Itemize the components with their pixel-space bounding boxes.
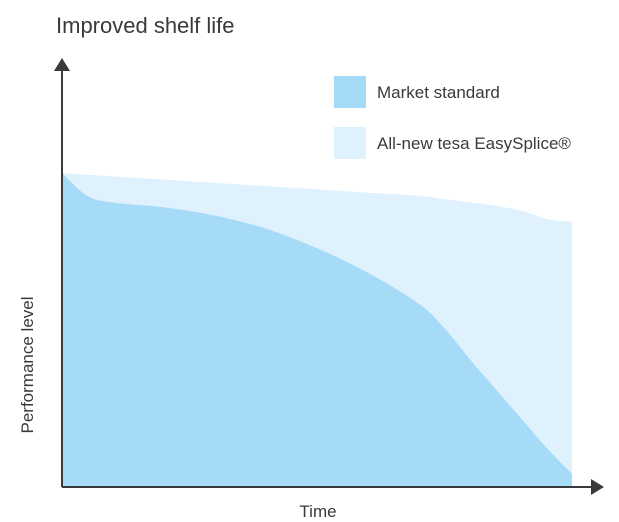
legend-label-easysplice: All-new tesa EasySplice® bbox=[377, 134, 571, 153]
y-axis-label: Performance level bbox=[18, 296, 37, 433]
y-axis-arrowhead bbox=[54, 58, 70, 71]
chart-title: Improved shelf life bbox=[56, 13, 235, 38]
area-layer bbox=[62, 173, 572, 487]
legend-swatch-easysplice bbox=[334, 127, 366, 159]
area-market-standard bbox=[62, 173, 572, 487]
x-axis-label: Time bbox=[299, 502, 336, 521]
legend-label-market-standard: Market standard bbox=[377, 83, 500, 102]
legend-swatch-market-standard bbox=[334, 76, 366, 108]
x-axis-arrowhead bbox=[591, 479, 604, 495]
